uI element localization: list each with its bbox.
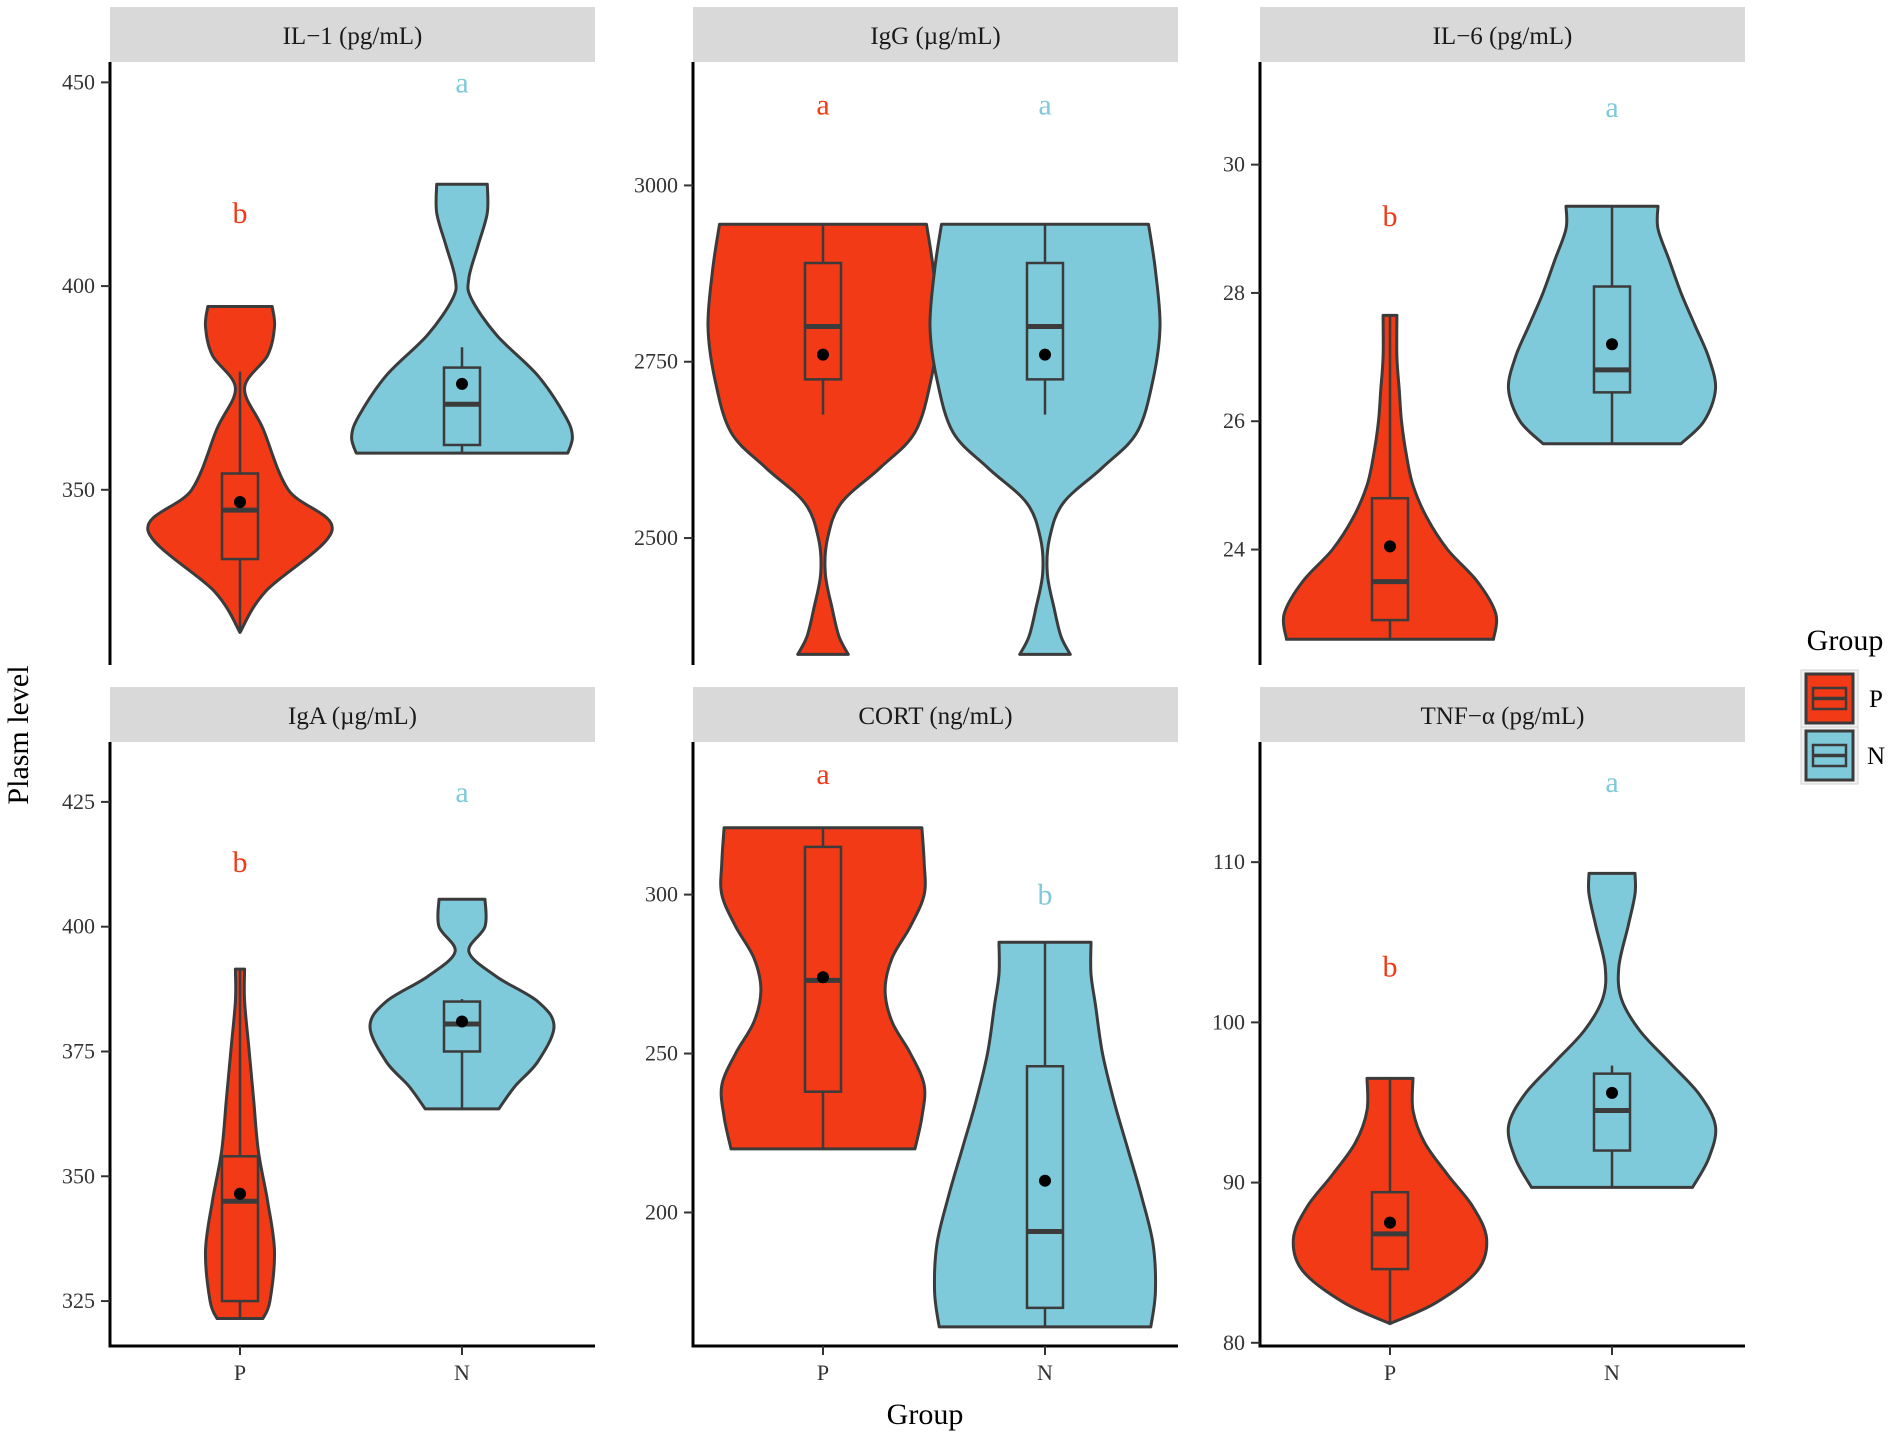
- box-N: [1025, 1065, 1065, 1310]
- mean-point-P: [1384, 1216, 1396, 1229]
- panel-strip: [1260, 7, 1745, 62]
- mean-point-N: [1606, 1086, 1618, 1099]
- mean-point-P: [817, 971, 829, 984]
- y-tick-label: 350: [62, 1163, 95, 1188]
- mean-point-N: [456, 1015, 468, 1028]
- x-axis-title: Group: [887, 1398, 964, 1431]
- box-P: [1370, 1190, 1410, 1271]
- y-tick-label: 100: [1212, 1009, 1245, 1034]
- box-N: [1025, 261, 1065, 381]
- legend-key-P: [1800, 669, 1859, 728]
- significance-letter-N: a: [1038, 88, 1051, 121]
- panel-title: IL−6 (pg/mL): [1433, 23, 1573, 50]
- significance-letter-N: a: [1605, 91, 1618, 124]
- mean-point-P: [234, 1187, 246, 1200]
- significance-letter-N: a: [1605, 766, 1618, 799]
- panel-4: IgA (µg/mL) P N 325 350 375 400 425 b a: [62, 687, 595, 1385]
- panel-title: IgA (µg/mL): [288, 703, 417, 730]
- y-tick-label: 425: [62, 789, 95, 814]
- x-tick-label: P: [817, 1360, 829, 1385]
- x-tick-label: N: [1037, 1360, 1053, 1385]
- panel-title: CORT (ng/mL): [858, 703, 1012, 730]
- legend-label-P: P: [1869, 686, 1883, 713]
- violin-N: [1506, 871, 1718, 1189]
- panel-5: CORT (ng/mL) P N 200 250 300 a b: [645, 687, 1178, 1385]
- panel-strip: [110, 687, 595, 742]
- y-tick-label: 28: [1223, 280, 1245, 305]
- legend-label-N: N: [1867, 743, 1885, 770]
- y-tick-label: 90: [1223, 1170, 1245, 1195]
- x-tick-label: N: [454, 1360, 470, 1385]
- significance-letter-P: b: [233, 197, 248, 230]
- y-tick-label: 450: [62, 69, 95, 94]
- y-tick-label: 400: [62, 914, 95, 939]
- y-tick-label: 110: [1213, 849, 1245, 874]
- y-tick-label: 375: [62, 1038, 95, 1063]
- mean-point-N: [456, 377, 468, 390]
- y-tick-label: 3000: [634, 172, 678, 197]
- panel-3: IL−6 (pg/mL) 24 26 28 30 b a: [1223, 7, 1745, 665]
- significance-letter-P: b: [1383, 950, 1398, 983]
- significance-letter-N: b: [1038, 879, 1053, 912]
- panel-strip: [110, 7, 595, 62]
- y-tick-label: 24: [1223, 537, 1245, 562]
- mean-point-N: [1039, 1174, 1051, 1187]
- panel-1: IL−1 (pg/mL) 350 400 450 b a: [62, 7, 595, 665]
- mean-point-P: [1384, 540, 1396, 553]
- y-tick-label: 325: [62, 1288, 95, 1313]
- x-tick-label: P: [1384, 1360, 1396, 1385]
- y-tick-label: 26: [1223, 408, 1245, 433]
- panel-strip: [693, 687, 1178, 742]
- y-tick-label: 80: [1223, 1330, 1245, 1355]
- significance-letter-P: a: [816, 88, 829, 121]
- box-P: [220, 1155, 260, 1303]
- significance-letter-N: a: [455, 66, 468, 99]
- significance-letter-P: b: [233, 846, 248, 879]
- panel-6: TNF−α (pg/mL) P N 80 90 100 110 b a: [1212, 687, 1745, 1385]
- significance-letter-P: b: [1383, 200, 1398, 233]
- y-axis-title: Plasm level: [2, 665, 35, 804]
- mean-point-P: [234, 496, 246, 509]
- legend-key-N: [1800, 726, 1859, 785]
- significance-letter-N: a: [455, 776, 468, 809]
- y-tick-label: 30: [1223, 152, 1245, 177]
- box-P: [220, 472, 260, 561]
- y-tick-label: 2750: [634, 349, 678, 374]
- violin-N: [350, 182, 574, 455]
- panel-title: IL−1 (pg/mL): [283, 23, 423, 50]
- box-P: [803, 845, 843, 1093]
- chart-panels: IL−1 (pg/mL) 350 400 450 b a IgG (µg/mL) 2500 27…: [62, 7, 1745, 1385]
- panel-strip: [1260, 687, 1745, 742]
- y-tick-label: 200: [645, 1199, 678, 1224]
- box-P: [803, 261, 843, 381]
- x-tick-label: N: [1604, 1360, 1620, 1385]
- x-tick-label: P: [234, 1360, 246, 1385]
- legend: Group P N: [1800, 624, 1885, 785]
- panel-2: IgG (µg/mL) 2500 2750 3000 a a: [634, 7, 1178, 665]
- y-tick-label: 350: [62, 477, 95, 502]
- mean-point-P: [817, 348, 829, 361]
- panel-strip: [693, 7, 1178, 62]
- violin-P: [706, 222, 940, 656]
- y-tick-label: 250: [645, 1041, 678, 1066]
- significance-letter-P: a: [816, 758, 829, 791]
- violin-N: [928, 222, 1162, 656]
- mean-point-N: [1606, 338, 1618, 351]
- y-tick-label: 400: [62, 273, 95, 298]
- y-tick-label: 2500: [634, 525, 678, 550]
- panel-title: TNF−α (pg/mL): [1421, 703, 1585, 730]
- box-P: [1370, 496, 1410, 622]
- mean-point-N: [1039, 348, 1051, 361]
- y-tick-label: 300: [645, 882, 678, 907]
- legend-title: Group: [1807, 624, 1884, 657]
- panel-title: IgG (µg/mL): [870, 23, 1000, 50]
